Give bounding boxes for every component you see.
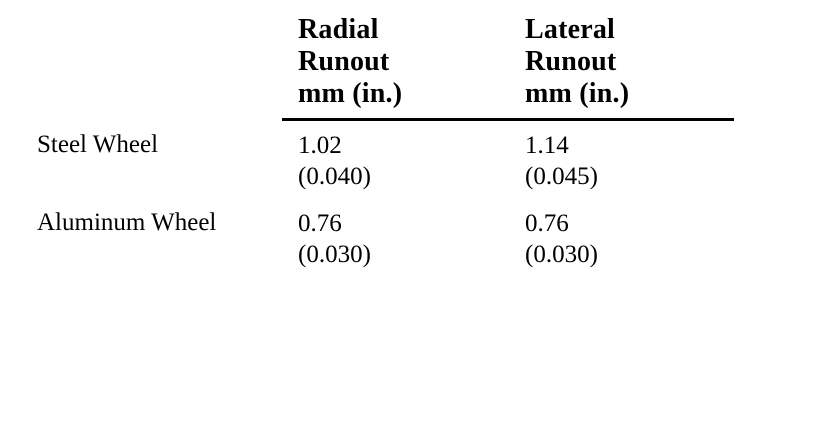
row-label-steel-wheel: Steel Wheel (37, 131, 159, 158)
radial-header-line-3: mm (in.) (298, 78, 403, 109)
cell-steel-radial-mm: 1.02 (298, 132, 342, 159)
header-divider (282, 118, 734, 121)
cell-steel-lateral-mm: 1.14 (525, 132, 569, 159)
radial-header-line-1: Radial (298, 14, 379, 45)
cell-aluminum-radial: 0.76 (0.030) (298, 208, 371, 270)
cell-aluminum-lateral-in: (0.030) (525, 241, 598, 268)
cell-aluminum-radial-in: (0.030) (298, 241, 371, 268)
lateral-header-line-2: Runout (525, 46, 617, 77)
lateral-runout-header: Lateral Runout mm (in.) (525, 14, 629, 110)
cell-aluminum-lateral: 0.76 (0.030) (525, 208, 598, 270)
radial-header-line-2: Runout (298, 46, 390, 77)
cell-steel-lateral: 1.14 (0.045) (525, 130, 598, 192)
lateral-header-line-3: mm (in.) (525, 78, 630, 109)
cell-steel-radial: 1.02 (0.040) (298, 130, 371, 192)
radial-runout-header: Radial Runout mm (in.) (298, 14, 402, 110)
cell-steel-radial-in: (0.040) (298, 163, 371, 190)
cell-aluminum-radial-mm: 0.76 (298, 210, 342, 237)
lateral-header-line-1: Lateral (525, 14, 616, 45)
cell-steel-lateral-in: (0.045) (525, 163, 598, 190)
row-label-aluminum-wheel: Aluminum Wheel (37, 209, 217, 236)
cell-aluminum-lateral-mm: 0.76 (525, 210, 569, 237)
